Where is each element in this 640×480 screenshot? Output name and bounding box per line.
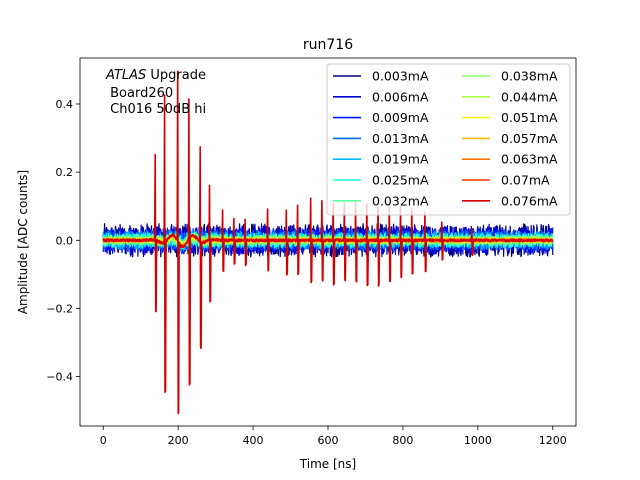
x-tick-label: 400	[243, 434, 264, 447]
legend-label: 0.051mA	[501, 110, 558, 125]
y-tick-label: −0.4	[46, 371, 73, 384]
y-tick-label: −0.2	[46, 302, 73, 315]
annotation-atlas: ATLAS	[105, 68, 146, 83]
x-tick-label: 1200	[539, 434, 567, 447]
legend-label: 0.013mA	[372, 131, 429, 146]
legend-label: 0.006mA	[372, 89, 429, 104]
legend-label: 0.057mA	[501, 131, 558, 146]
x-axis-label: Time [ns]	[299, 457, 356, 471]
legend-label: 0.019mA	[372, 152, 429, 167]
x-tick-label: 0	[100, 434, 107, 447]
chart-title: run716	[303, 37, 353, 53]
legend-label: 0.025mA	[372, 173, 429, 188]
legend-label: 0.032mA	[372, 193, 429, 208]
legend-label: 0.038mA	[501, 69, 558, 84]
atlas-annotation: ATLAS Upgrade Board260 Ch016 50dB hi	[105, 68, 206, 117]
legend: 0.003mA 0.006mA 0.009mA 0.013mA 0.019mA 0.025…	[326, 63, 571, 216]
traces-group	[102, 70, 554, 415]
x-tick-label: 1000	[464, 434, 492, 447]
y-axis: −0.4 −0.2 0.0 0.2 0.4	[46, 98, 80, 384]
trace-0.076mA	[102, 70, 554, 415]
legend-label: 0.076mA	[501, 193, 558, 208]
x-tick-label: 200	[168, 434, 189, 447]
y-tick-label: 0.0	[56, 234, 74, 247]
y-tick-label: 0.2	[56, 166, 74, 179]
legend-label: 0.044mA	[501, 89, 558, 104]
annotation-line-1: ATLAS Upgrade	[105, 68, 206, 83]
y-axis-label: Amplitude [ADC counts]	[16, 170, 30, 314]
x-tick-label: 600	[318, 434, 339, 447]
y-tick-label: 0.4	[56, 98, 74, 111]
annotation-line-3: Ch016 50dB hi	[106, 102, 206, 117]
legend-box	[326, 63, 571, 216]
legend-label: 0.009mA	[372, 110, 429, 125]
legend-label: 0.07mA	[501, 173, 550, 188]
annotation-line-2: Board260	[106, 86, 173, 101]
legend-label: 0.003mA	[372, 69, 429, 84]
annotation-upgrade: Upgrade	[146, 68, 206, 83]
x-axis: 0 200 400 600 800 1000 1200	[100, 426, 567, 447]
x-tick-label: 800	[392, 434, 413, 447]
legend-label: 0.063mA	[501, 152, 558, 167]
